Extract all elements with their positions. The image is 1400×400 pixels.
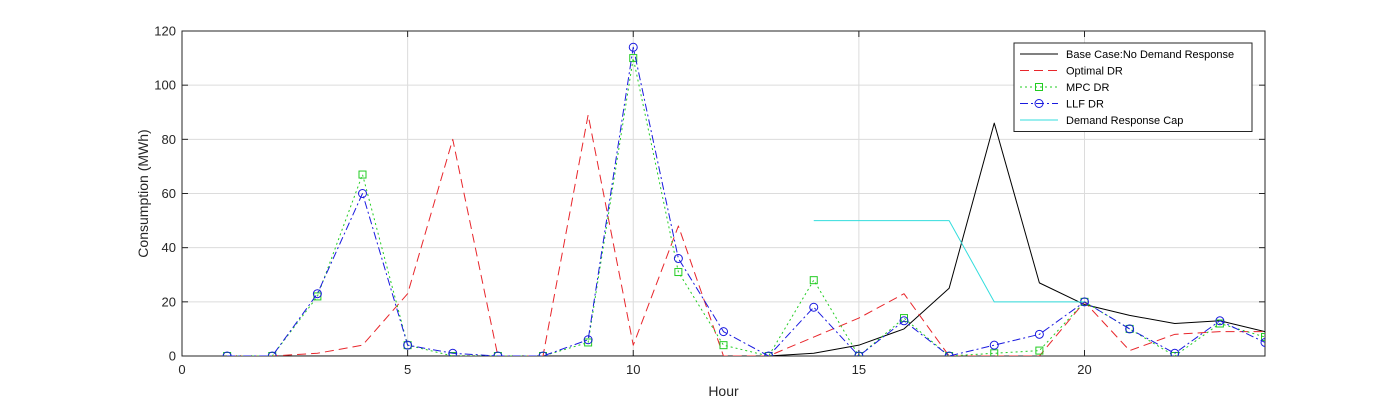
data-point: [809, 276, 818, 285]
data-point: [222, 351, 232, 356]
series-line: [227, 46, 1265, 356]
data-point: [358, 170, 367, 179]
data-point: [719, 341, 728, 350]
y-tick-label: 0: [169, 349, 176, 364]
series-line: [813, 220, 1085, 303]
legend-marker: [1035, 83, 1043, 91]
data-point: [538, 351, 548, 356]
x-tick-label: 0: [178, 362, 185, 377]
legend-label: LLF DR: [1066, 99, 1104, 111]
data-point: [448, 348, 458, 356]
data-point: [944, 351, 954, 356]
legend-label: Optimal DR: [1066, 66, 1123, 78]
data-point: [403, 340, 413, 350]
data-point: [764, 351, 774, 356]
data-point: [719, 327, 728, 337]
legend-item: Optimal DR: [1020, 66, 1123, 78]
data-point: [1034, 329, 1044, 339]
data-point: [1261, 333, 1265, 342]
data-point: [809, 302, 819, 312]
y-tick-label: 120: [154, 24, 176, 39]
data-point: [674, 268, 683, 277]
data-point: [1170, 348, 1180, 356]
data-point: [854, 351, 864, 356]
x-axis-label: Hour: [708, 383, 739, 399]
data-point: [312, 289, 322, 299]
x-tick-label: 10: [626, 362, 640, 377]
legend: Base Case:No Demand Response Optimal DR MP…: [1013, 42, 1253, 132]
data-point: [628, 42, 638, 52]
data-point: [358, 189, 367, 198]
data-point: [989, 340, 999, 350]
data-point: [448, 352, 457, 356]
data-point: [493, 351, 503, 356]
legend-item: Base Case:No Demand Response: [1020, 49, 1234, 61]
data-point: [990, 349, 999, 356]
y-axis-label: Consumption (MWh): [135, 129, 151, 257]
data-point: [629, 54, 638, 63]
x-tick-label: 20: [1077, 362, 1091, 377]
legend-label: Base Case:No Demand Response: [1066, 49, 1234, 61]
x-tick-label: 15: [852, 362, 866, 377]
data-point: [673, 254, 683, 263]
series-3: [222, 42, 1265, 356]
data-point: [1125, 324, 1135, 334]
data-point: [1260, 337, 1265, 347]
legend-item: Demand Response Cap: [1020, 115, 1183, 127]
y-tick-label: 60: [162, 186, 176, 201]
data-point: [1170, 352, 1179, 356]
legend-label: MPC DR: [1066, 82, 1109, 94]
y-tick-label: 20: [162, 294, 176, 309]
series-4: [813, 220, 1085, 303]
data-point: [899, 316, 909, 326]
data-point: [267, 351, 277, 356]
x-tick-label: 5: [404, 362, 411, 377]
data-point: [583, 335, 593, 345]
data-point: [1215, 316, 1225, 326]
legend-label: Demand Response Cap: [1066, 115, 1183, 127]
legend-item: MPC DR: [1020, 82, 1109, 94]
y-tick-label: 40: [162, 240, 176, 255]
data-point: [1035, 346, 1044, 355]
y-tick-label: 80: [162, 132, 176, 147]
legend-box: [1013, 42, 1253, 132]
y-tick-label: 100: [154, 78, 176, 93]
legend-item: LLF DR: [1020, 99, 1104, 111]
series-line: [227, 57, 1265, 356]
legend-marker: [1034, 99, 1044, 108]
